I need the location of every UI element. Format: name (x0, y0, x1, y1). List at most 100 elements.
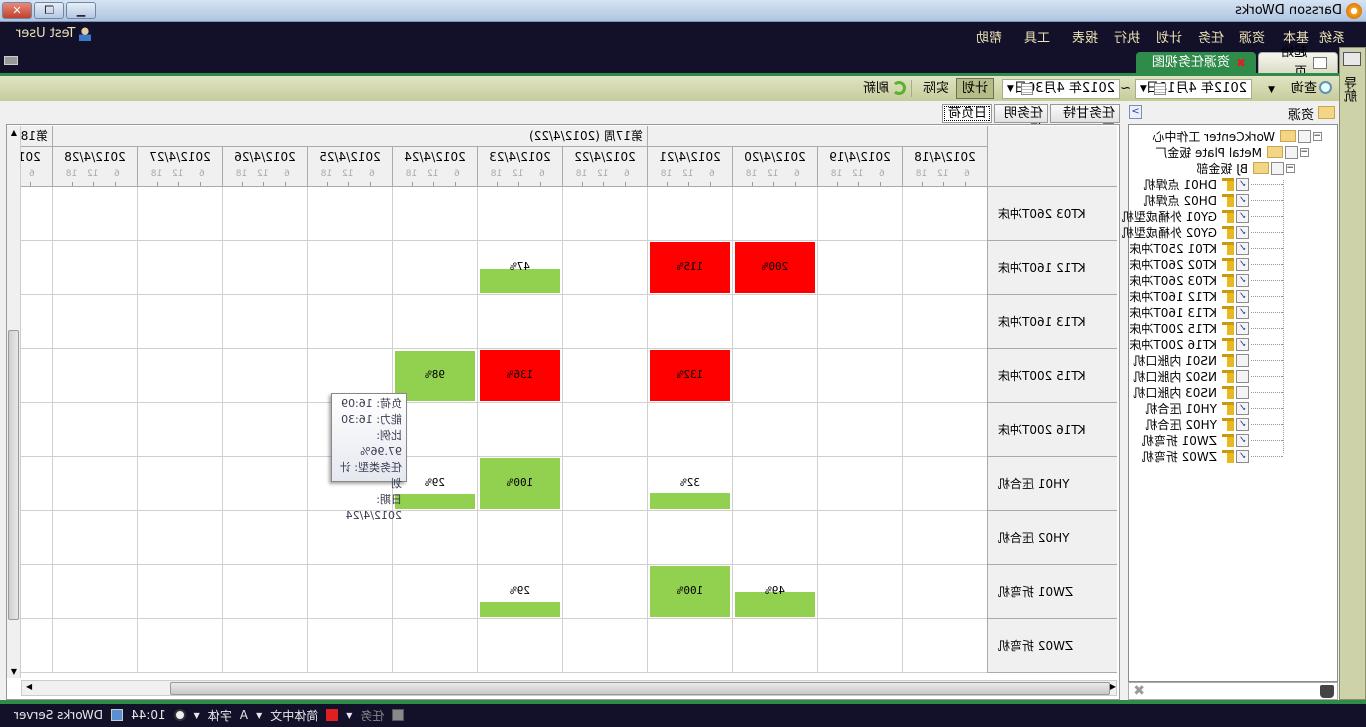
menu-plan[interactable]: 计划 (1155, 31, 1182, 46)
tree-checkbox[interactable]: ✓ (1236, 241, 1249, 255)
load-cell[interactable] (222, 403, 307, 457)
load-cell[interactable] (902, 349, 987, 403)
tree-checkbox[interactable]: ✓ (1236, 417, 1249, 431)
query-button[interactable]: 查询 (1290, 81, 1317, 96)
chevron-down-icon[interactable]: ▼ (1007, 84, 1014, 94)
load-cell[interactable] (477, 295, 562, 349)
load-cell[interactable] (817, 187, 902, 241)
tree-checkbox[interactable]: ✓ (1236, 225, 1249, 239)
load-cell[interactable] (902, 565, 987, 619)
load-cell[interactable] (137, 241, 222, 295)
load-cell[interactable] (817, 295, 902, 349)
tab-task-detail[interactable]: 任务明细 (994, 104, 1048, 138)
tab-start-page[interactable]: 起始页 (1258, 45, 1338, 80)
navigation-strip[interactable]: 导航 (1339, 47, 1366, 700)
tree-node[interactable]: ✓ KT12 160T冲床 (1129, 288, 1283, 304)
load-cell[interactable] (732, 511, 817, 565)
load-cell[interactable] (732, 619, 817, 673)
load-cell[interactable] (21, 511, 52, 565)
load-cell[interactable] (52, 511, 137, 565)
tree-node[interactable]: NS03 内胀口机 (1133, 384, 1283, 400)
load-cell[interactable] (307, 565, 392, 619)
date-from-picker[interactable]: 2012年 4月18日 ▼ (1135, 79, 1252, 99)
tree-checkbox[interactable]: ✓ (1236, 305, 1249, 319)
load-cell[interactable] (222, 619, 307, 673)
collapse-node-icon[interactable]: − (1313, 130, 1322, 141)
tree-node[interactable]: NS02 内胀口机 (1133, 368, 1283, 384)
window-list-icon[interactable] (4, 56, 18, 65)
load-cell[interactable] (307, 295, 392, 349)
tree-checkbox[interactable]: ✓ (1236, 433, 1249, 447)
load-cell[interactable] (732, 187, 817, 241)
status-tasks[interactable]: 任务 (360, 708, 385, 723)
load-cell[interactable] (477, 619, 562, 673)
restore-button[interactable]: ❐ (34, 2, 64, 19)
load-cell[interactable] (902, 511, 987, 565)
load-cell[interactable]: 200% (732, 241, 817, 295)
actual-toggle-button[interactable]: 实际 (923, 81, 950, 96)
load-cell[interactable] (52, 295, 137, 349)
load-cell[interactable] (647, 295, 732, 349)
load-cell[interactable] (137, 619, 222, 673)
user-badge[interactable]: Test User (16, 26, 92, 41)
tree-checkbox[interactable]: ✓ (1236, 449, 1249, 463)
load-cell[interactable] (137, 565, 222, 619)
resource-tree[interactable]: − WorkCenter 工作中心 − Metal Plate 钣金厂 − BJ 钣金部 ✓… (1122, 124, 1338, 682)
tree-checkbox[interactable] (1285, 145, 1298, 159)
load-bar[interactable] (650, 493, 730, 509)
plan-toggle-button[interactable]: 计划 (956, 78, 994, 99)
load-cell[interactable]: 132% (647, 349, 732, 403)
tab-resource-task-view[interactable]: ✖ 资源任务视图 (1136, 52, 1256, 74)
load-cell[interactable] (137, 457, 222, 511)
date-to-picker[interactable]: 2012年 4月30日 ▼ (1002, 79, 1120, 99)
load-cell[interactable] (52, 349, 137, 403)
load-cell[interactable] (732, 349, 817, 403)
load-cell[interactable] (52, 457, 137, 511)
chevron-down-icon[interactable]: ▼ (256, 710, 263, 720)
menu-execute[interactable]: 执行 (1113, 31, 1140, 46)
load-cell[interactable] (307, 187, 392, 241)
collapse-node-icon[interactable]: − (1286, 162, 1295, 173)
load-cell[interactable] (392, 241, 477, 295)
tree-checkbox[interactable]: ✓ (1236, 321, 1249, 335)
load-cell[interactable] (222, 511, 307, 565)
tree-node[interactable]: − Metal Plate 钣金厂 (1155, 144, 1309, 160)
menu-system[interactable]: 系统 (1318, 31, 1345, 46)
status-font[interactable]: 字体 (207, 708, 232, 723)
tab-task-gantt[interactable]: 任务甘特图 (1050, 104, 1120, 138)
refresh-icon[interactable] (892, 81, 906, 95)
load-cell[interactable] (137, 295, 222, 349)
load-cell[interactable] (21, 403, 52, 457)
load-cell[interactable] (817, 403, 902, 457)
load-cell[interactable] (562, 187, 647, 241)
status-language[interactable]: 简体中文 (270, 708, 319, 723)
tree-checkbox[interactable] (1236, 353, 1249, 367)
tree-checkbox[interactable]: ✓ (1236, 257, 1249, 271)
tree-node[interactable]: NS01 内胀口机 (1133, 352, 1283, 368)
load-cell[interactable] (817, 619, 902, 673)
load-cell[interactable] (562, 457, 647, 511)
minimize-button[interactable]: ▁ (66, 2, 96, 19)
tree-node[interactable]: ✓ KT15 200T冲床 (1129, 320, 1283, 336)
tree-checkbox[interactable]: ✓ (1236, 273, 1249, 287)
chevron-down-icon[interactable]: ▼ (346, 710, 353, 720)
load-cell[interactable] (902, 403, 987, 457)
load-cell[interactable] (647, 511, 732, 565)
load-cell[interactable] (902, 457, 987, 511)
load-cell[interactable] (817, 511, 902, 565)
tree-node[interactable]: ✓ ZW02 折弯机 (1142, 448, 1283, 464)
load-cell[interactable] (562, 565, 647, 619)
load-cell[interactable] (562, 619, 647, 673)
load-cell[interactable] (21, 187, 52, 241)
menu-tools[interactable]: 工具 (1023, 31, 1050, 46)
tree-node[interactable]: ✓ KT01 250T冲床 (1129, 240, 1283, 256)
load-cell[interactable]: 115% (647, 241, 732, 295)
tree-node[interactable]: ✓ GY02 外桶成型机 (1122, 224, 1283, 240)
load-cell[interactable] (137, 187, 222, 241)
vertical-scrollbar[interactable]: ▲ ▼ (7, 126, 21, 678)
load-cell[interactable] (137, 349, 222, 403)
calendar-icon[interactable] (1154, 83, 1166, 95)
load-cell[interactable] (222, 241, 307, 295)
load-cell[interactable] (392, 187, 477, 241)
vertical-scroll-thumb[interactable] (8, 330, 19, 620)
